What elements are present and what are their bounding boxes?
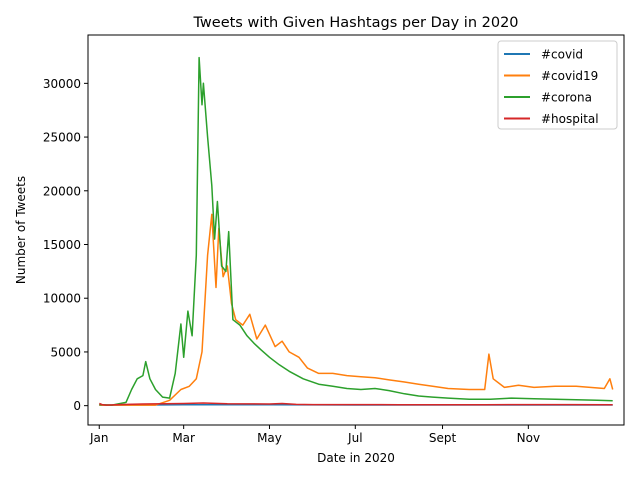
x-axis: Jan Mar May Jul Sept Nov [89, 425, 540, 445]
y-tick-label: 15000 [43, 238, 81, 252]
x-tick-label: Jan [89, 431, 109, 445]
legend-label: #corona [541, 91, 592, 105]
y-tick-label: 5000 [50, 345, 81, 359]
x-tick-label: Nov [517, 431, 540, 445]
y-tick-label: 20000 [43, 184, 81, 198]
plot-area [87, 34, 625, 426]
x-tick-label: Mar [172, 431, 195, 445]
legend-label: #hospital [541, 112, 599, 126]
series-layer [99, 56, 614, 406]
y-tick-label: 25000 [43, 131, 81, 145]
chart-title: Tweets with Given Hashtags per Day in 20… [192, 15, 518, 31]
y-tick-label: 0 [73, 399, 81, 413]
series-line-corona [99, 56, 613, 406]
series-line-hospital [99, 402, 613, 406]
y-tick-label: 10000 [43, 292, 81, 306]
legend: #covid #covid19 #corona #hospital [497, 40, 618, 130]
y-axis-label: Number of Tweets [14, 176, 28, 284]
plot-frame [87, 34, 625, 426]
legend-label: #covid [541, 48, 583, 62]
y-tick-label: 30000 [43, 77, 81, 91]
legend-box [497, 40, 618, 130]
legend-label: #covid19 [541, 69, 598, 83]
x-tick-label: Jul [347, 431, 362, 445]
y-axis: 0 5000 10000 15000 20000 25000 30000 [43, 77, 88, 413]
x-tick-label: May [257, 431, 282, 445]
series-line-covid19 [99, 213, 614, 406]
x-axis-label: Date in 2020 [317, 451, 395, 465]
x-tick-label: Sept [429, 431, 457, 445]
